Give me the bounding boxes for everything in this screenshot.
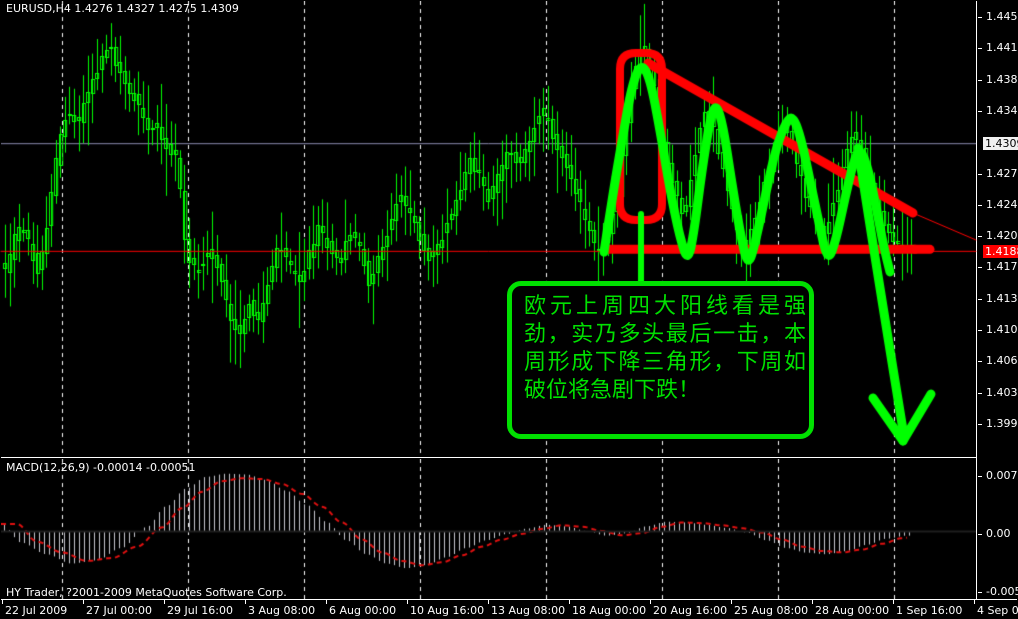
price-axis-label-support: 1.4188 <box>983 245 1018 259</box>
time-axis-label: 29 Jul 16:00 <box>167 604 233 617</box>
price-axis-label-current: 1.4309 <box>983 137 1018 151</box>
price-axis-label: 1.4170 <box>986 260 1018 274</box>
time-axis-label: 1 Sep 16:00 <box>896 604 963 617</box>
annotation-text: 欧元上周四大阳线看是强劲，实乃多头最后一击，本周形成下降三角形，下周如破位将急剧… <box>524 294 806 403</box>
time-axis-label: 20 Aug 16:00 <box>653 604 728 617</box>
price-axis-tick <box>978 392 982 394</box>
macd-axis-tick <box>978 592 982 593</box>
time-axis[interactable]: 22 Jul 2009 27 Jul 00:00 29 Jul 16:00 3 Aug… <box>0 600 1018 619</box>
time-axis-tick <box>83 600 84 604</box>
time-axis-tick <box>2 600 3 604</box>
price-axis-label: 1.4030 <box>986 385 1018 399</box>
time-axis-label: 13 Aug 08:00 <box>491 604 566 617</box>
macd-axis-tick <box>978 476 982 477</box>
price-axis-label: 1.4345 <box>986 103 1018 117</box>
price-axis-label: 1.4415 <box>986 41 1018 55</box>
macd-axis-label: 0.00749 <box>986 469 1018 482</box>
time-axis-tick <box>569 600 570 604</box>
price-axis-tick <box>978 110 982 112</box>
price-axis-tick <box>978 17 982 19</box>
macd-axis-label: 0.00 <box>986 527 1011 540</box>
price-axis-tick <box>978 48 982 50</box>
time-axis-label: 10 Aug 16:00 <box>410 604 485 617</box>
macd-axis-tick <box>978 534 982 535</box>
price-axis-label: 1.4240 <box>986 197 1018 211</box>
price-axis-label: 1.4100 <box>986 323 1018 337</box>
time-axis-label: 3 Aug 08:00 <box>248 604 316 617</box>
price-axis-label: 1.4065 <box>986 354 1018 368</box>
time-axis-label: 22 Jul 2009 <box>5 604 68 617</box>
time-axis-label: 4 Sep 08:00 <box>977 604 1018 617</box>
time-axis-tick <box>488 600 489 604</box>
time-axis-label: 27 Jul 00:00 <box>86 604 152 617</box>
time-axis-tick <box>164 600 165 604</box>
time-axis-tick <box>812 600 813 604</box>
price-chart-pane[interactable] <box>1 1 976 457</box>
price-axis-tick <box>978 236 982 238</box>
time-axis-label: 25 Aug 08:00 <box>734 604 809 617</box>
macd-axis-label: -0.00578 <box>986 585 1018 598</box>
price-axis-label: 1.4275 <box>986 166 1018 180</box>
price-axis-label: 1.4450 <box>986 10 1018 24</box>
macd-indicator-pane[interactable] <box>1 459 976 599</box>
time-axis-tick <box>650 600 651 604</box>
price-axis-tick <box>978 361 982 363</box>
time-axis-label: 18 Aug 00:00 <box>572 604 647 617</box>
price-axis-label: 1.4135 <box>986 291 1018 305</box>
copyright-notice: HY Trader, ?2001-2009 MetaQuotes Softwar… <box>6 586 287 599</box>
price-axis-tick <box>978 330 982 332</box>
time-axis-tick <box>731 600 732 604</box>
candlestick-canvas <box>1 1 976 457</box>
time-axis-tick <box>974 600 975 604</box>
price-axis-tick <box>978 423 982 425</box>
time-axis-tick <box>245 600 246 604</box>
price-axis-tick <box>978 79 982 81</box>
time-axis-tick <box>893 600 894 604</box>
price-axis-label: 1.3995 <box>986 416 1018 430</box>
price-axis[interactable]: 1.4450 1.4415 1.4380 1.4345 1.4309 1.4275 1.42… <box>977 1 1018 599</box>
price-axis-label: 1.4205 <box>986 229 1018 243</box>
price-axis-label: 1.4380 <box>986 72 1018 86</box>
macd-title: MACD(12,26,9) -0.00014 -0.00051 <box>6 461 196 474</box>
time-axis-tick <box>407 600 408 604</box>
time-axis-label: 28 Aug 00:00 <box>815 604 890 617</box>
price-axis-tick <box>978 204 982 206</box>
price-axis-tick <box>978 267 982 269</box>
pane-divider <box>1 457 976 458</box>
price-axis-tick <box>978 298 982 300</box>
macd-canvas <box>1 459 976 599</box>
chart-title: EURUSD,H4 1.4276 1.4327 1.4275 1.4309 <box>6 2 239 15</box>
annotation-text-box[interactable]: 欧元上周四大阳线看是强劲，实乃多头最后一击，本周形成下降三角形，下周如破位将急剧… <box>507 281 814 439</box>
time-axis-label: 6 Aug 00:00 <box>329 604 397 617</box>
time-axis-tick <box>326 600 327 604</box>
price-axis-tick <box>978 173 982 175</box>
